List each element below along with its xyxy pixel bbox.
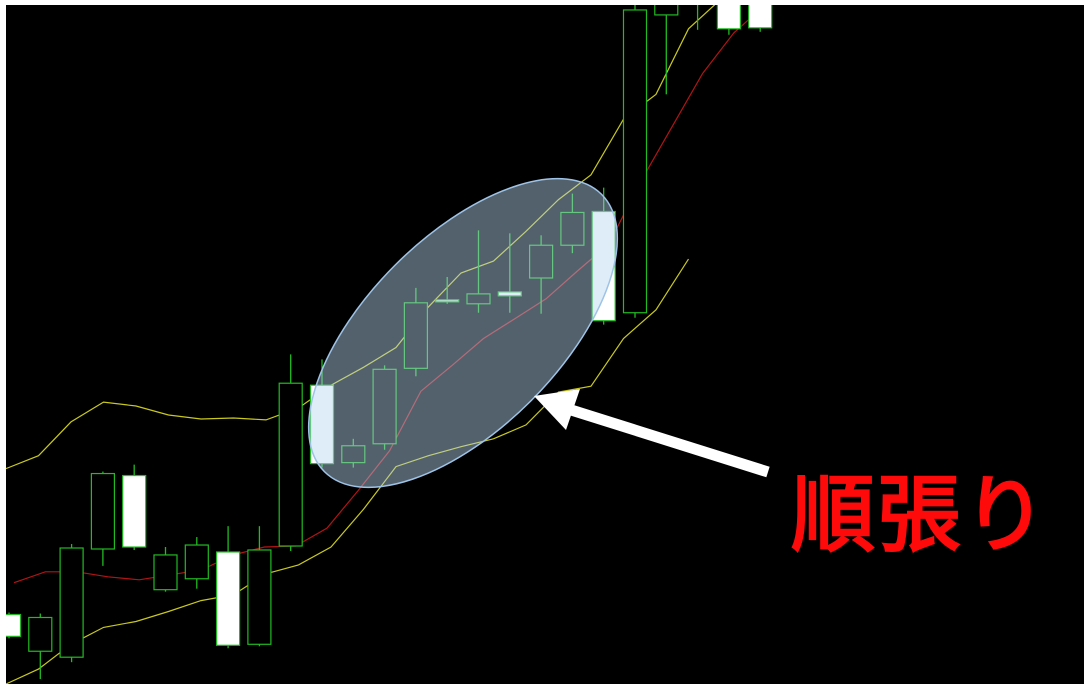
chart-frame: 順張り bbox=[6, 5, 1084, 684]
candle bbox=[247, 526, 272, 647]
candle bbox=[591, 187, 616, 325]
candle-body bbox=[278, 382, 303, 547]
lower-bollinger-band bbox=[6, 258, 690, 684]
candle bbox=[622, 5, 648, 318]
candle-body bbox=[59, 547, 84, 658]
candle-body bbox=[122, 474, 147, 548]
candle bbox=[435, 276, 460, 304]
annotation-label: 順張り bbox=[791, 466, 1050, 564]
candle-body bbox=[341, 445, 366, 464]
candle bbox=[466, 230, 491, 313]
candle bbox=[341, 438, 366, 468]
candle bbox=[403, 287, 428, 377]
candle bbox=[184, 537, 209, 589]
trend-highlight-ellipse bbox=[307, 177, 619, 489]
candle bbox=[497, 233, 522, 313]
candle bbox=[560, 193, 585, 254]
candle bbox=[372, 365, 397, 450]
candle bbox=[278, 354, 303, 551]
candle-body bbox=[748, 5, 773, 29]
candle-body bbox=[403, 302, 428, 369]
candle bbox=[122, 464, 147, 550]
candle bbox=[528, 235, 554, 314]
arrow-shaft bbox=[566, 403, 770, 478]
candle bbox=[696, 5, 699, 30]
candle bbox=[748, 5, 773, 32]
candle-body bbox=[247, 549, 272, 645]
candle bbox=[6, 612, 22, 639]
candle-body bbox=[372, 368, 397, 445]
candle bbox=[309, 359, 335, 468]
candle bbox=[28, 613, 53, 680]
candle-body bbox=[90, 472, 116, 550]
candle-body bbox=[560, 211, 585, 246]
candle-body bbox=[622, 9, 648, 314]
candle bbox=[216, 526, 241, 649]
chart-plot bbox=[6, 5, 773, 684]
candle bbox=[716, 5, 742, 35]
candle bbox=[90, 471, 116, 566]
candle bbox=[59, 544, 84, 663]
candle-body bbox=[28, 616, 53, 652]
candle-body bbox=[309, 384, 335, 465]
candle-body bbox=[591, 210, 616, 322]
candle-body bbox=[184, 544, 209, 580]
candle-body bbox=[435, 299, 460, 303]
candle-body bbox=[466, 293, 491, 305]
candle-body bbox=[216, 551, 241, 646]
candle bbox=[654, 5, 679, 95]
candle-body bbox=[153, 554, 178, 591]
arrow-head bbox=[534, 389, 580, 430]
candle-body bbox=[716, 5, 742, 30]
candle-body bbox=[497, 291, 522, 297]
candle-body bbox=[654, 5, 679, 16]
candle-body bbox=[6, 613, 22, 637]
candle-body bbox=[528, 244, 554, 279]
upper-bollinger-band bbox=[6, 5, 716, 470]
candle bbox=[153, 547, 178, 592]
